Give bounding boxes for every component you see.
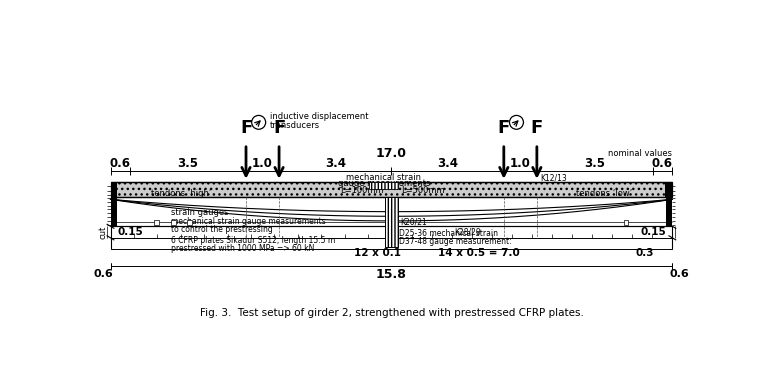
Text: F: F bbox=[240, 119, 252, 137]
Text: 0.15: 0.15 bbox=[117, 227, 143, 237]
Text: K12/13: K12/13 bbox=[540, 173, 567, 182]
Text: 0.6: 0.6 bbox=[110, 157, 131, 170]
Text: 3.4: 3.4 bbox=[437, 157, 458, 170]
Text: 1.0: 1.0 bbox=[252, 157, 273, 170]
Text: 3.5: 3.5 bbox=[178, 157, 198, 170]
Text: 0.6: 0.6 bbox=[93, 269, 113, 279]
Text: L=100mm: L=100mm bbox=[340, 187, 384, 195]
Bar bbox=[110, 197, 117, 226]
Text: 0.3: 0.3 bbox=[636, 248, 654, 258]
Text: gauge measurements: gauge measurements bbox=[337, 180, 430, 188]
Bar bbox=[110, 182, 673, 197]
Bar bbox=[385, 197, 397, 247]
Text: transducers: transducers bbox=[270, 121, 320, 130]
Text: L=500mm: L=500mm bbox=[401, 187, 445, 195]
Text: K20/21: K20/21 bbox=[401, 217, 427, 226]
Text: 14 x 0.5 = 7.0: 14 x 0.5 = 7.0 bbox=[438, 248, 520, 258]
Bar bbox=[154, 220, 159, 225]
Text: F: F bbox=[530, 119, 543, 137]
Text: to control the prestressing: to control the prestressing bbox=[171, 225, 273, 234]
Text: 0.15: 0.15 bbox=[640, 227, 666, 237]
Text: inductive displacement: inductive displacement bbox=[270, 112, 368, 122]
Bar bbox=[667, 197, 673, 226]
Text: F: F bbox=[273, 119, 285, 137]
Text: cut: cut bbox=[98, 226, 107, 239]
Text: nominal values: nominal values bbox=[608, 149, 673, 158]
Text: 0.6: 0.6 bbox=[670, 269, 689, 279]
Text: F: F bbox=[498, 119, 510, 137]
Text: 6 CFRP plates Sikadur S512, length 15.5 m: 6 CFRP plates Sikadur S512, length 15.5 … bbox=[171, 236, 335, 245]
Text: K28/29: K28/29 bbox=[454, 228, 481, 237]
Text: 1.0: 1.0 bbox=[510, 157, 530, 170]
Text: mechanical strain gauge measurements: mechanical strain gauge measurements bbox=[171, 217, 326, 226]
Text: 3.5: 3.5 bbox=[584, 157, 605, 170]
Text: D25-36 mechanical strain: D25-36 mechanical strain bbox=[399, 230, 499, 238]
Text: tendons ‘high’: tendons ‘high’ bbox=[150, 189, 211, 198]
Text: 3.4: 3.4 bbox=[325, 157, 346, 170]
Text: 17.0: 17.0 bbox=[376, 147, 407, 160]
Bar bbox=[110, 182, 118, 197]
Text: 15.8: 15.8 bbox=[376, 268, 407, 281]
Text: tendons ‘low’: tendons ‘low’ bbox=[576, 189, 632, 198]
Bar bbox=[666, 182, 673, 197]
Bar bbox=[369, 182, 398, 189]
Text: mechanical strain: mechanical strain bbox=[347, 173, 421, 181]
Text: strain gauges: strain gauges bbox=[171, 208, 229, 217]
Bar bbox=[171, 220, 176, 225]
Text: prestressed with 1000 MPa => 60 kN: prestressed with 1000 MPa => 60 kN bbox=[171, 244, 315, 253]
Text: Fig. 3.  Test setup of girder 2, strengthened with prestressed CFRP plates.: Fig. 3. Test setup of girder 2, strength… bbox=[199, 308, 584, 318]
Bar bbox=[624, 220, 629, 225]
Text: 12 x 0.1: 12 x 0.1 bbox=[354, 248, 401, 258]
Text: D37-48 gauge measurement:: D37-48 gauge measurement: bbox=[399, 237, 511, 246]
Text: 0.6: 0.6 bbox=[652, 157, 673, 170]
Bar bbox=[188, 220, 192, 225]
